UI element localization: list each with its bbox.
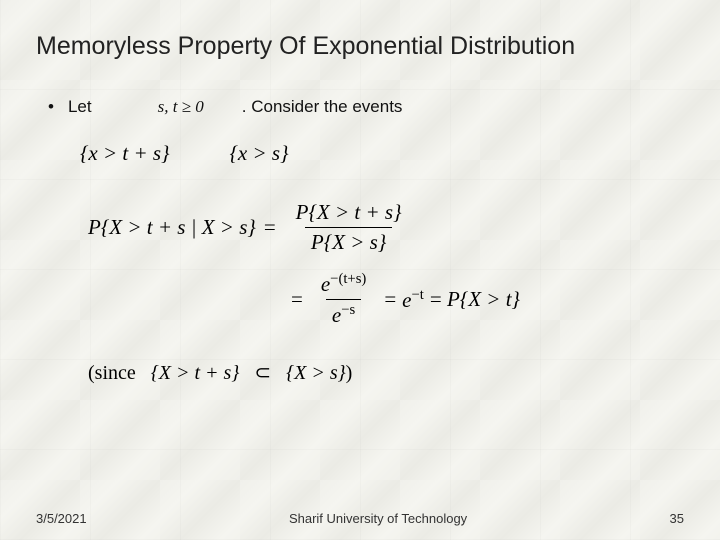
since-line: (since {X > t + s} ⊂ {X > s}) (88, 360, 684, 385)
frac1-den: P{X > s} (305, 227, 392, 255)
bullet-line: • Let s, t ≥ 0 . Consider the events (48, 97, 684, 117)
frac2-den: e−s (326, 299, 361, 328)
slide: Memoryless Property Of Exponential Distr… (0, 0, 720, 540)
frac2-num: e−(t+s) (315, 271, 372, 299)
fraction-1: P{X > t + s} P{X > s} (290, 200, 408, 255)
bullet-icon: • (48, 97, 54, 117)
frac1-num: P{X > t + s} (290, 200, 408, 227)
equals-2: = (291, 287, 303, 312)
footer-org: Sharif University of Technology (289, 511, 467, 526)
footer-page: 35 (670, 511, 684, 526)
slide-title: Memoryless Property Of Exponential Distr… (36, 32, 684, 61)
footer-date: 3/5/2021 (36, 511, 87, 526)
since-set2: {X > s}) (286, 362, 352, 384)
subset-icon: ⊂ (254, 362, 271, 384)
event-a: {x > t + s} (80, 141, 170, 166)
equals-3: = (384, 287, 396, 312)
lhs: P{X > t + s | X > s} (88, 215, 256, 240)
consider-text: . Consider the events (242, 97, 403, 117)
equals-1: = (264, 215, 276, 240)
e-minus-t: e−t (402, 287, 424, 313)
since-set1: {X > t + s} (151, 362, 240, 384)
events-row: {x > t + s} {x > s} (80, 141, 684, 166)
event-b: {x > s} (230, 141, 289, 166)
rhs-final: = P{X > t} (430, 287, 520, 312)
since-open: (since (88, 362, 136, 384)
main-equation: P{X > t + s | X > s} = P{X > t + s} P{X … (88, 200, 684, 255)
let-text: Let (68, 97, 92, 117)
cond-math: s, t ≥ 0 (158, 97, 204, 117)
fraction-2: e−(t+s) e−s (315, 271, 372, 328)
footer: 3/5/2021 Sharif University of Technology… (36, 511, 684, 526)
equation-line-2: = e−(t+s) e−s = e−t = P{X > t} (291, 271, 684, 328)
